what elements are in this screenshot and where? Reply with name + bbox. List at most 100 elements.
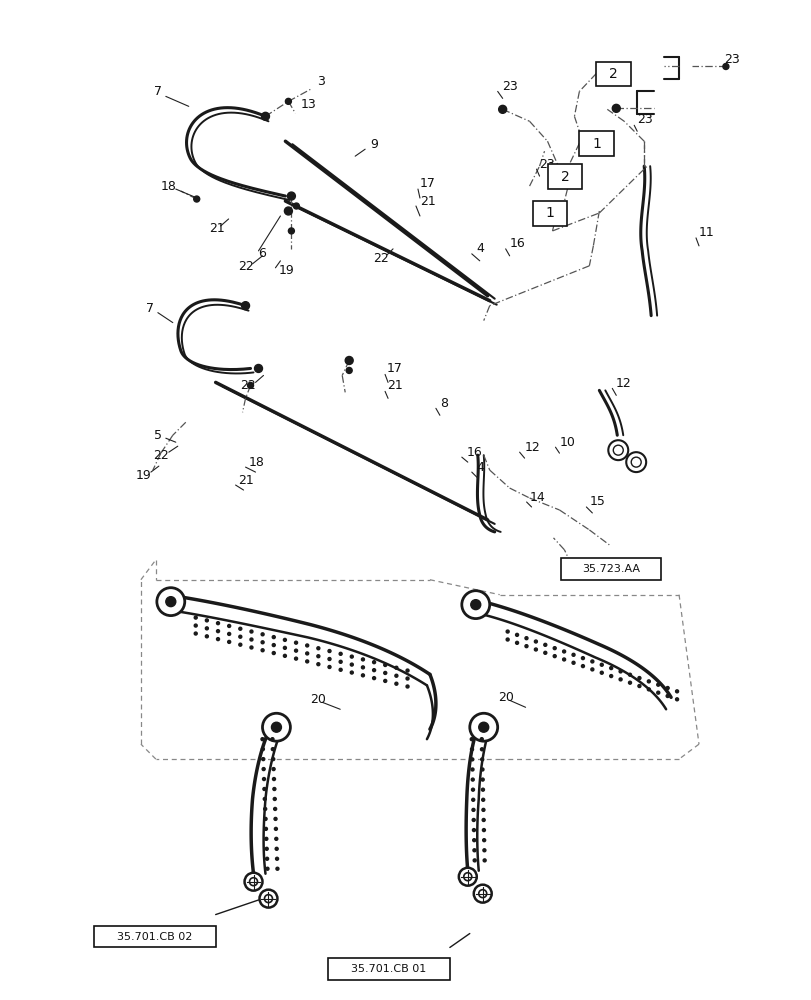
- Text: 2: 2: [560, 170, 569, 184]
- Circle shape: [656, 683, 659, 686]
- Text: 11: 11: [698, 226, 714, 239]
- Circle shape: [361, 674, 364, 677]
- Circle shape: [264, 837, 268, 840]
- Circle shape: [272, 758, 274, 761]
- Circle shape: [470, 748, 473, 751]
- Circle shape: [254, 364, 262, 372]
- Circle shape: [656, 691, 659, 694]
- Circle shape: [157, 588, 185, 616]
- Circle shape: [646, 688, 650, 691]
- Circle shape: [294, 657, 297, 660]
- Circle shape: [285, 98, 291, 104]
- Circle shape: [372, 677, 375, 680]
- Circle shape: [480, 758, 483, 761]
- Text: 22: 22: [372, 252, 388, 265]
- Circle shape: [618, 670, 621, 673]
- Circle shape: [274, 827, 277, 830]
- Circle shape: [482, 829, 485, 832]
- Text: 23: 23: [723, 53, 739, 66]
- Circle shape: [562, 650, 565, 653]
- Circle shape: [287, 192, 295, 200]
- Circle shape: [265, 857, 268, 860]
- Circle shape: [543, 651, 546, 654]
- Circle shape: [372, 669, 375, 672]
- Circle shape: [534, 648, 537, 651]
- Circle shape: [482, 808, 484, 811]
- Circle shape: [394, 666, 397, 669]
- Circle shape: [194, 616, 197, 619]
- Circle shape: [665, 694, 668, 697]
- Circle shape: [472, 829, 475, 832]
- Text: 21: 21: [208, 222, 224, 235]
- Circle shape: [473, 885, 491, 903]
- Bar: [560, 558, 660, 580]
- Text: 21: 21: [419, 195, 436, 208]
- Circle shape: [283, 654, 286, 657]
- Circle shape: [543, 643, 546, 646]
- Circle shape: [478, 722, 488, 732]
- Text: 7: 7: [153, 85, 161, 98]
- Text: 20: 20: [310, 693, 326, 706]
- Circle shape: [345, 356, 353, 364]
- Circle shape: [194, 632, 197, 635]
- Circle shape: [483, 849, 485, 852]
- Circle shape: [284, 207, 292, 215]
- Circle shape: [217, 638, 219, 641]
- Circle shape: [271, 722, 281, 732]
- Circle shape: [384, 671, 386, 674]
- Circle shape: [261, 112, 269, 120]
- Circle shape: [316, 647, 320, 650]
- Circle shape: [406, 677, 409, 680]
- Circle shape: [482, 839, 485, 842]
- Circle shape: [470, 758, 473, 761]
- Text: 4: 4: [476, 242, 484, 255]
- Circle shape: [305, 660, 308, 663]
- Circle shape: [406, 669, 409, 672]
- Circle shape: [505, 638, 508, 641]
- Bar: [579, 131, 614, 156]
- Circle shape: [271, 738, 273, 741]
- Text: 12: 12: [615, 377, 630, 390]
- Circle shape: [264, 807, 266, 810]
- Circle shape: [525, 645, 527, 648]
- Circle shape: [260, 738, 264, 741]
- Text: 14: 14: [529, 491, 545, 504]
- Circle shape: [612, 105, 619, 111]
- Circle shape: [273, 807, 277, 810]
- Circle shape: [473, 859, 475, 862]
- Circle shape: [238, 643, 242, 646]
- Circle shape: [481, 788, 484, 791]
- Circle shape: [217, 630, 219, 633]
- Circle shape: [205, 627, 208, 630]
- Circle shape: [316, 655, 320, 658]
- Circle shape: [339, 652, 341, 655]
- Text: 35.701.CB 02: 35.701.CB 02: [117, 932, 192, 942]
- Circle shape: [345, 357, 352, 363]
- Text: 23: 23: [539, 158, 555, 171]
- Circle shape: [272, 768, 275, 771]
- Circle shape: [205, 635, 208, 638]
- Circle shape: [261, 758, 264, 761]
- Circle shape: [264, 827, 267, 830]
- Text: 22: 22: [240, 379, 256, 392]
- Text: 22: 22: [238, 260, 254, 273]
- Circle shape: [345, 367, 352, 373]
- Circle shape: [227, 632, 230, 635]
- Text: 10: 10: [559, 436, 575, 449]
- Circle shape: [525, 637, 527, 640]
- Circle shape: [276, 867, 279, 870]
- Circle shape: [463, 873, 471, 881]
- Text: 23: 23: [637, 113, 652, 126]
- Circle shape: [361, 666, 364, 669]
- Circle shape: [470, 738, 473, 741]
- Circle shape: [480, 748, 483, 751]
- Text: 6: 6: [258, 247, 266, 260]
- Circle shape: [293, 203, 299, 209]
- Circle shape: [350, 655, 353, 658]
- Circle shape: [472, 818, 474, 821]
- Circle shape: [271, 748, 274, 751]
- Circle shape: [274, 837, 277, 840]
- Circle shape: [264, 817, 267, 820]
- Text: 16: 16: [509, 237, 525, 250]
- Circle shape: [675, 690, 678, 693]
